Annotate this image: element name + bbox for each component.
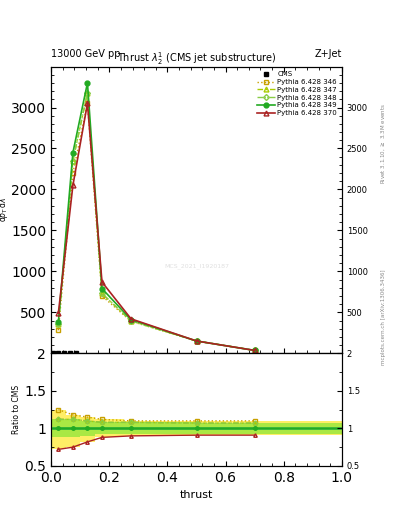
Pythia 6.428 348 xyxy=(100,290,105,296)
Pythia 6.428 346 xyxy=(129,318,134,325)
Pythia 6.428 346 xyxy=(56,327,61,333)
Y-axis label: $\mathrm{d}N$
$\mathrm{d}p_T\,\mathrm{d}\lambda$: $\mathrm{d}N$ $\mathrm{d}p_T\,\mathrm{d}… xyxy=(0,198,10,222)
Line: Pythia 6.428 370: Pythia 6.428 370 xyxy=(56,101,257,353)
Pythia 6.428 347 xyxy=(194,338,199,344)
Pythia 6.428 347 xyxy=(100,290,105,296)
Pythia 6.428 349 xyxy=(129,316,134,323)
Pythia 6.428 346 xyxy=(71,170,75,176)
Pythia 6.428 347 xyxy=(129,318,134,324)
Text: Rivet 3.1.10, $\geq$ 3.3M events: Rivet 3.1.10, $\geq$ 3.3M events xyxy=(379,103,387,184)
Pythia 6.428 349 xyxy=(71,150,75,156)
Text: Z+Jet: Z+Jet xyxy=(314,49,342,59)
Y-axis label: Ratio to CMS: Ratio to CMS xyxy=(13,385,22,434)
Text: 13000 GeV pp: 13000 GeV pp xyxy=(51,49,121,59)
Pythia 6.428 346 xyxy=(252,347,257,353)
CMS xyxy=(62,350,66,356)
Pythia 6.428 370 xyxy=(100,279,105,285)
Pythia 6.428 370 xyxy=(252,347,257,353)
Pythia 6.428 370 xyxy=(85,100,90,106)
Line: Pythia 6.428 346: Pythia 6.428 346 xyxy=(56,101,257,353)
Pythia 6.428 348 xyxy=(252,347,257,353)
Pythia 6.428 347 xyxy=(56,321,61,327)
X-axis label: thrust: thrust xyxy=(180,490,213,500)
Pythia 6.428 346 xyxy=(85,100,90,106)
Pythia 6.428 349 xyxy=(194,338,199,344)
Legend: CMS, Pythia 6.428 346, Pythia 6.428 347, Pythia 6.428 348, Pythia 6.428 349, Pyt: CMS, Pythia 6.428 346, Pythia 6.428 347,… xyxy=(256,70,338,117)
CMS xyxy=(50,350,55,356)
Pythia 6.428 349 xyxy=(100,286,105,292)
Pythia 6.428 370 xyxy=(129,316,134,322)
Pythia 6.428 347 xyxy=(252,347,257,353)
Pythia 6.428 348 xyxy=(85,90,90,96)
Pythia 6.428 370 xyxy=(56,310,61,316)
Title: Thrust $\lambda_2^1$ (CMS jet substructure): Thrust $\lambda_2^1$ (CMS jet substructu… xyxy=(117,50,276,67)
CMS xyxy=(56,350,61,356)
Pythia 6.428 346 xyxy=(194,338,199,344)
Text: MCS_2021_I1920187: MCS_2021_I1920187 xyxy=(164,263,229,269)
Line: Pythia 6.428 347: Pythia 6.428 347 xyxy=(56,90,257,353)
Pythia 6.428 370 xyxy=(194,338,199,344)
Pythia 6.428 349 xyxy=(56,319,61,325)
Pythia 6.428 349 xyxy=(85,80,90,86)
CMS xyxy=(68,350,72,356)
Text: mcplots.cern.ch [arXiv:1306.3436]: mcplots.cern.ch [arXiv:1306.3436] xyxy=(381,270,386,365)
Pythia 6.428 349 xyxy=(252,347,257,353)
Pythia 6.428 348 xyxy=(194,338,199,344)
Line: Pythia 6.428 349: Pythia 6.428 349 xyxy=(56,80,257,353)
Pythia 6.428 347 xyxy=(71,158,75,164)
Pythia 6.428 348 xyxy=(71,158,75,164)
Pythia 6.428 347 xyxy=(85,90,90,96)
Line: Pythia 6.428 348: Pythia 6.428 348 xyxy=(56,91,257,352)
Line: CMS: CMS xyxy=(50,351,78,355)
Pythia 6.428 346 xyxy=(100,293,105,299)
Pythia 6.428 348 xyxy=(129,318,134,324)
CMS xyxy=(73,350,78,356)
Pythia 6.428 370 xyxy=(71,182,75,188)
Pythia 6.428 348 xyxy=(56,321,61,327)
